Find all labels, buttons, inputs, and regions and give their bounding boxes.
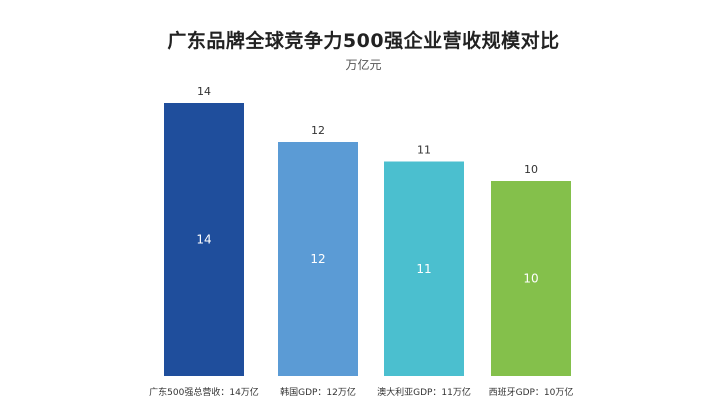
category-label: 广东500强总营收：14万亿: [149, 386, 259, 398]
bar-value-label-inside: 10: [523, 272, 538, 286]
bar-3: [491, 181, 571, 376]
chart-title: 广东品牌全球竞争力500强企业营收规模对比: [167, 30, 560, 52]
bar-value-label-top: 11: [417, 144, 431, 157]
bar-value-label-inside: 12: [310, 252, 325, 266]
bar-0: [164, 103, 244, 376]
bar-2: [384, 161, 464, 376]
bar-value-label-inside: 11: [416, 262, 431, 276]
category-label: 韩国GDP：12万亿: [280, 386, 356, 398]
category-label: 西班牙GDP：10万亿: [489, 386, 574, 398]
chart-subtitle: 万亿元: [345, 58, 382, 72]
bar-1: [278, 142, 358, 376]
bar-value-label-top: 12: [311, 124, 325, 137]
bar-value-label-inside: 14: [196, 233, 211, 247]
bar-value-label-top: 14: [197, 85, 211, 98]
bar-value-label-top: 10: [524, 163, 538, 176]
category-label: 澳大利亚GDP：11万亿: [377, 386, 471, 398]
